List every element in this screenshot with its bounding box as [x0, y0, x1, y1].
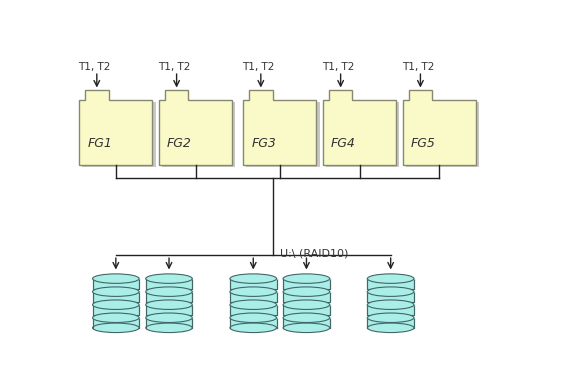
Ellipse shape — [283, 323, 329, 333]
Ellipse shape — [230, 313, 276, 323]
Ellipse shape — [146, 274, 192, 283]
Ellipse shape — [283, 274, 329, 283]
PathPatch shape — [323, 90, 396, 165]
PathPatch shape — [159, 90, 232, 165]
Text: T1, T2: T1, T2 — [402, 62, 434, 72]
Ellipse shape — [367, 323, 414, 333]
FancyBboxPatch shape — [283, 318, 329, 328]
Ellipse shape — [146, 313, 192, 323]
Text: FG3: FG3 — [251, 137, 276, 149]
Ellipse shape — [283, 313, 329, 323]
FancyBboxPatch shape — [93, 279, 139, 289]
Ellipse shape — [230, 323, 276, 333]
Text: FG1: FG1 — [88, 137, 112, 149]
Ellipse shape — [367, 287, 414, 296]
Text: FG2: FG2 — [167, 137, 192, 149]
Polygon shape — [247, 102, 320, 167]
Polygon shape — [82, 102, 156, 167]
Ellipse shape — [230, 274, 276, 283]
Ellipse shape — [367, 313, 414, 323]
PathPatch shape — [243, 90, 316, 165]
Text: U:\ (RAID10): U:\ (RAID10) — [280, 249, 348, 259]
FancyBboxPatch shape — [93, 305, 139, 315]
Ellipse shape — [93, 274, 139, 283]
Text: FG5: FG5 — [411, 137, 436, 149]
FancyBboxPatch shape — [146, 318, 192, 328]
FancyBboxPatch shape — [146, 305, 192, 315]
Ellipse shape — [146, 323, 192, 333]
PathPatch shape — [80, 90, 152, 165]
FancyBboxPatch shape — [230, 292, 276, 302]
Ellipse shape — [283, 287, 329, 296]
FancyBboxPatch shape — [283, 279, 329, 289]
Polygon shape — [326, 102, 399, 167]
Ellipse shape — [230, 300, 276, 310]
FancyBboxPatch shape — [367, 318, 414, 328]
Polygon shape — [162, 102, 235, 167]
Ellipse shape — [230, 287, 276, 296]
Ellipse shape — [93, 300, 139, 310]
FancyBboxPatch shape — [283, 292, 329, 302]
FancyBboxPatch shape — [367, 292, 414, 302]
Text: T1, T2: T1, T2 — [158, 62, 190, 72]
FancyBboxPatch shape — [146, 292, 192, 302]
Ellipse shape — [367, 300, 414, 310]
FancyBboxPatch shape — [230, 318, 276, 328]
PathPatch shape — [403, 90, 476, 165]
FancyBboxPatch shape — [283, 305, 329, 315]
Ellipse shape — [367, 274, 414, 283]
Text: T1, T2: T1, T2 — [242, 62, 275, 72]
FancyBboxPatch shape — [230, 305, 276, 315]
FancyBboxPatch shape — [230, 279, 276, 289]
Ellipse shape — [93, 313, 139, 323]
FancyBboxPatch shape — [367, 305, 414, 315]
FancyBboxPatch shape — [367, 279, 414, 289]
Ellipse shape — [146, 287, 192, 296]
Text: FG4: FG4 — [331, 137, 356, 149]
Ellipse shape — [283, 300, 329, 310]
Ellipse shape — [93, 323, 139, 333]
Ellipse shape — [146, 300, 192, 310]
FancyBboxPatch shape — [93, 292, 139, 302]
Text: T1, T2: T1, T2 — [78, 62, 110, 72]
Polygon shape — [406, 102, 479, 167]
FancyBboxPatch shape — [93, 318, 139, 328]
FancyBboxPatch shape — [146, 279, 192, 289]
Text: T1, T2: T1, T2 — [322, 62, 355, 72]
Ellipse shape — [93, 287, 139, 296]
